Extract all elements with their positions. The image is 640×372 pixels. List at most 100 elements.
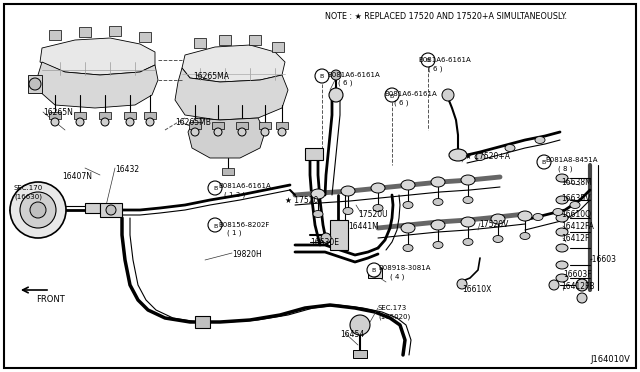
Text: ★ 17520: ★ 17520: [285, 196, 318, 205]
Ellipse shape: [556, 244, 568, 252]
Text: (16630): (16630): [14, 193, 42, 199]
Text: SEC.173: SEC.173: [378, 305, 407, 311]
Ellipse shape: [556, 261, 568, 269]
Bar: [249, 35, 261, 45]
Text: 16412FB: 16412FB: [561, 282, 595, 291]
Circle shape: [350, 315, 370, 335]
Bar: [236, 122, 248, 129]
Text: 16610Q: 16610Q: [561, 210, 591, 219]
Bar: [219, 35, 231, 45]
Bar: [100, 203, 122, 217]
Ellipse shape: [475, 154, 485, 160]
Circle shape: [537, 155, 551, 169]
Polygon shape: [175, 68, 288, 120]
Ellipse shape: [311, 189, 325, 199]
Circle shape: [278, 128, 286, 136]
Circle shape: [549, 280, 559, 290]
Circle shape: [29, 78, 41, 90]
Text: ( 4 ): ( 4 ): [390, 273, 404, 279]
Ellipse shape: [463, 238, 473, 246]
Ellipse shape: [401, 180, 415, 190]
Ellipse shape: [505, 144, 515, 151]
Circle shape: [261, 128, 269, 136]
Text: B: B: [320, 74, 324, 80]
Text: 17520U: 17520U: [358, 210, 388, 219]
Text: (175020): (175020): [378, 313, 410, 320]
Ellipse shape: [491, 214, 505, 224]
Text: 19820H: 19820H: [232, 250, 262, 259]
Text: B: B: [426, 58, 430, 64]
Ellipse shape: [433, 241, 443, 248]
Circle shape: [30, 202, 46, 218]
Text: ( 6 ): ( 6 ): [338, 80, 353, 87]
Ellipse shape: [431, 177, 445, 187]
Ellipse shape: [520, 232, 530, 240]
Text: 16454: 16454: [340, 330, 364, 339]
Polygon shape: [38, 62, 158, 108]
Bar: [85, 203, 100, 213]
Ellipse shape: [556, 274, 568, 282]
Text: ( 8 ): ( 8 ): [558, 165, 573, 171]
Text: ( 1 3 ): ( 1 3 ): [224, 191, 245, 198]
Bar: [189, 122, 201, 129]
Ellipse shape: [556, 214, 568, 222]
Ellipse shape: [433, 199, 443, 205]
Text: B: B: [372, 269, 376, 273]
Circle shape: [106, 205, 116, 215]
Bar: [28, 75, 42, 93]
Circle shape: [51, 118, 59, 126]
Ellipse shape: [493, 235, 503, 243]
Circle shape: [385, 88, 399, 102]
Bar: [305, 148, 323, 160]
Circle shape: [208, 218, 222, 232]
Circle shape: [331, 70, 341, 80]
Bar: [368, 268, 382, 278]
Circle shape: [238, 128, 246, 136]
Text: B08156-8202F: B08156-8202F: [218, 222, 269, 228]
Circle shape: [101, 118, 109, 126]
Ellipse shape: [518, 211, 532, 221]
Bar: [49, 30, 61, 40]
Circle shape: [329, 88, 343, 102]
Text: SEC.170: SEC.170: [14, 185, 44, 191]
Ellipse shape: [341, 186, 355, 196]
Text: 16265N: 16265N: [43, 108, 73, 117]
Text: 16610X: 16610X: [462, 285, 492, 294]
Circle shape: [577, 293, 587, 303]
Ellipse shape: [556, 196, 568, 204]
Circle shape: [214, 128, 222, 136]
Ellipse shape: [556, 228, 568, 236]
Bar: [195, 316, 210, 328]
Circle shape: [315, 69, 329, 83]
Text: -16603: -16603: [590, 255, 617, 264]
Ellipse shape: [431, 220, 445, 230]
Text: B: B: [213, 186, 217, 192]
Circle shape: [371, 269, 379, 277]
Text: ★ 17520+A: ★ 17520+A: [465, 152, 510, 161]
Bar: [124, 112, 136, 119]
Text: 16265MB: 16265MB: [175, 118, 211, 127]
Text: B: B: [390, 93, 394, 99]
Circle shape: [191, 128, 199, 136]
Polygon shape: [182, 45, 285, 82]
Bar: [259, 122, 271, 129]
Text: B081A6-6161A: B081A6-6161A: [384, 91, 436, 97]
Text: 16412F: 16412F: [561, 234, 589, 243]
Bar: [222, 168, 234, 175]
Text: B081A8-8451A: B081A8-8451A: [545, 157, 598, 163]
Ellipse shape: [449, 149, 467, 161]
Text: J164010V: J164010V: [590, 355, 630, 364]
Bar: [330, 220, 348, 250]
Bar: [79, 27, 91, 37]
Circle shape: [126, 118, 134, 126]
Text: B081A6-6161A: B081A6-6161A: [418, 57, 471, 63]
Ellipse shape: [556, 174, 568, 182]
Circle shape: [208, 181, 222, 195]
Circle shape: [76, 118, 84, 126]
Text: 16603F: 16603F: [563, 270, 591, 279]
Ellipse shape: [403, 244, 413, 251]
Text: B: B: [213, 224, 217, 228]
Bar: [353, 350, 367, 358]
Ellipse shape: [535, 137, 545, 144]
Bar: [139, 32, 151, 42]
